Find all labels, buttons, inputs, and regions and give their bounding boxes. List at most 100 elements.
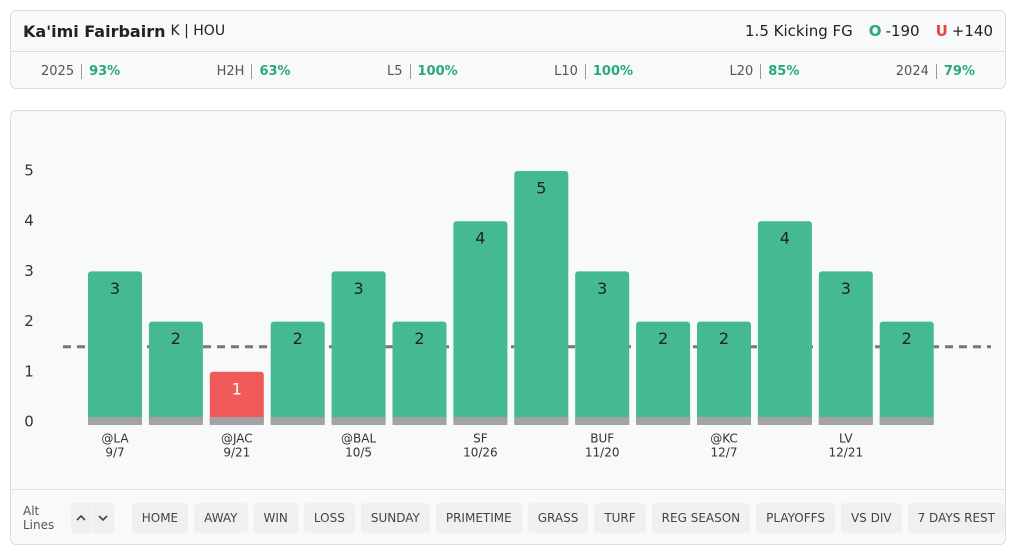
filter-button[interactable]: PLAYOFFS (756, 503, 835, 533)
over-price: -190 (885, 22, 920, 40)
filter-bar: Alt Lines HOME AWAY WIN LOSS SUNDAY PRIMETIME… (11, 489, 1005, 546)
prop-line: 1.5 Kicking FG (745, 22, 853, 40)
x-tick-label: LV (839, 432, 853, 446)
bar-base (88, 417, 142, 425)
bar-base (453, 417, 508, 425)
bar (514, 171, 569, 425)
y-tick-label: 4 (24, 212, 34, 230)
filter-button[interactable]: GRASS (527, 503, 589, 533)
stat: 2024 79% (895, 63, 975, 79)
bar (331, 271, 386, 425)
stat-label: L5 (386, 63, 411, 79)
bar-base (148, 417, 203, 425)
title-row: Ka'imi Fairbairn K | HOU 1.5 Kicking FG … (11, 11, 1005, 52)
bar (453, 221, 508, 425)
x-tick-date: 12/21 (829, 446, 864, 460)
header-card: Ka'imi Fairbairn K | HOU 1.5 Kicking FG … (10, 10, 1006, 89)
alt-line-arrows (70, 503, 114, 533)
filter-button[interactable]: SUNDAY (360, 503, 430, 533)
bar-base (818, 417, 873, 425)
x-tick-label: @LA (101, 432, 129, 446)
player-name: Ka'imi Fairbairn (23, 21, 166, 41)
stat: H2H 63% (216, 63, 291, 79)
bar-base (575, 417, 630, 425)
bar-value-label: 4 (475, 229, 485, 248)
x-tick-label: @KC (710, 432, 738, 446)
bar-value-label: 3 (841, 279, 851, 298)
bar (757, 221, 812, 425)
y-tick-label: 3 (24, 262, 34, 280)
alt-line-down[interactable] (92, 503, 114, 533)
x-tick-date: 9/21 (223, 446, 250, 460)
bar-base (636, 417, 691, 425)
filter-button[interactable]: LOSS (303, 503, 355, 533)
bar-base (270, 417, 325, 425)
bar (636, 321, 691, 425)
stat: L10 100% (554, 63, 634, 79)
bar-base (331, 417, 386, 425)
filter-button[interactable]: TURF (594, 503, 646, 533)
y-tick-label: 0 (24, 413, 34, 431)
bar (270, 321, 325, 425)
bar-base (757, 417, 812, 425)
bar-value-label: 2 (719, 329, 729, 348)
stats-row: 2025 93% H2H 63% L5 100% L10 100% L20 85% 2024 79% (11, 52, 1005, 90)
under-odds[interactable]: U +140 (936, 22, 993, 40)
bar (148, 321, 203, 425)
filter-button[interactable]: REG SEASON (651, 503, 751, 533)
x-tick-date: 11/20 (585, 446, 620, 460)
bar-value-label: 2 (293, 329, 303, 348)
bar-value-label: 1 (232, 379, 242, 398)
bar-value-label: 2 (902, 329, 912, 348)
bar-value-label: 4 (780, 229, 790, 248)
under-price: +140 (951, 22, 993, 40)
filter-button[interactable]: HOME (131, 503, 189, 533)
filter-button[interactable]: VS DIV (840, 503, 902, 533)
bar-base (879, 417, 934, 425)
bar-value-label: 5 (536, 179, 546, 198)
bar-base (514, 417, 569, 425)
stat-value: 79% (943, 63, 975, 79)
x-tick-label: BUF (590, 432, 614, 446)
stat-value: 100% (417, 63, 458, 79)
bar-base (209, 417, 264, 425)
alt-lines-label: Alt Lines (23, 504, 55, 532)
stat-label: 2024 (895, 63, 937, 79)
x-tick-date: 12/7 (711, 446, 738, 460)
stat-value: 100% (592, 63, 634, 79)
filter-button[interactable]: PRIMETIME (435, 503, 522, 533)
x-tick-date: 10/5 (345, 446, 372, 460)
filter-button[interactable]: AWAY (194, 503, 248, 533)
over-odds[interactable]: O -190 (869, 22, 920, 40)
x-tick-date: 9/7 (105, 446, 124, 460)
stat: L5 100% (386, 63, 458, 79)
stat-value: 63% (259, 63, 291, 79)
stat: 2025 93% (41, 63, 120, 79)
bar-value-label: 3 (110, 279, 120, 298)
player-position: K | HOU (170, 23, 226, 39)
x-tick-label: @BAL (341, 432, 376, 446)
bar (818, 271, 873, 425)
x-tick-label: SF (473, 432, 488, 446)
bar (209, 371, 264, 425)
stat: L20 85% (729, 63, 799, 79)
down-icon (98, 515, 108, 521)
alt-line-up[interactable] (70, 503, 92, 533)
x-tick-date: 10/26 (463, 446, 498, 460)
bar-value-label: 3 (354, 279, 364, 298)
bar-value-label: 3 (597, 279, 607, 298)
x-tick-label: @JAC (221, 432, 253, 446)
stat-label: L20 (729, 63, 762, 79)
stat-label: 2025 (41, 63, 83, 79)
bar (88, 271, 142, 425)
under-label: U (935, 22, 948, 40)
filter-button[interactable]: WIN (253, 503, 298, 533)
up-icon (76, 515, 86, 521)
y-tick-label: 5 (24, 162, 34, 180)
y-tick-label: 2 (24, 312, 34, 330)
filter-button[interactable]: 7 DAYS REST (907, 503, 1005, 533)
bar-base (392, 417, 447, 425)
bar (575, 271, 630, 425)
